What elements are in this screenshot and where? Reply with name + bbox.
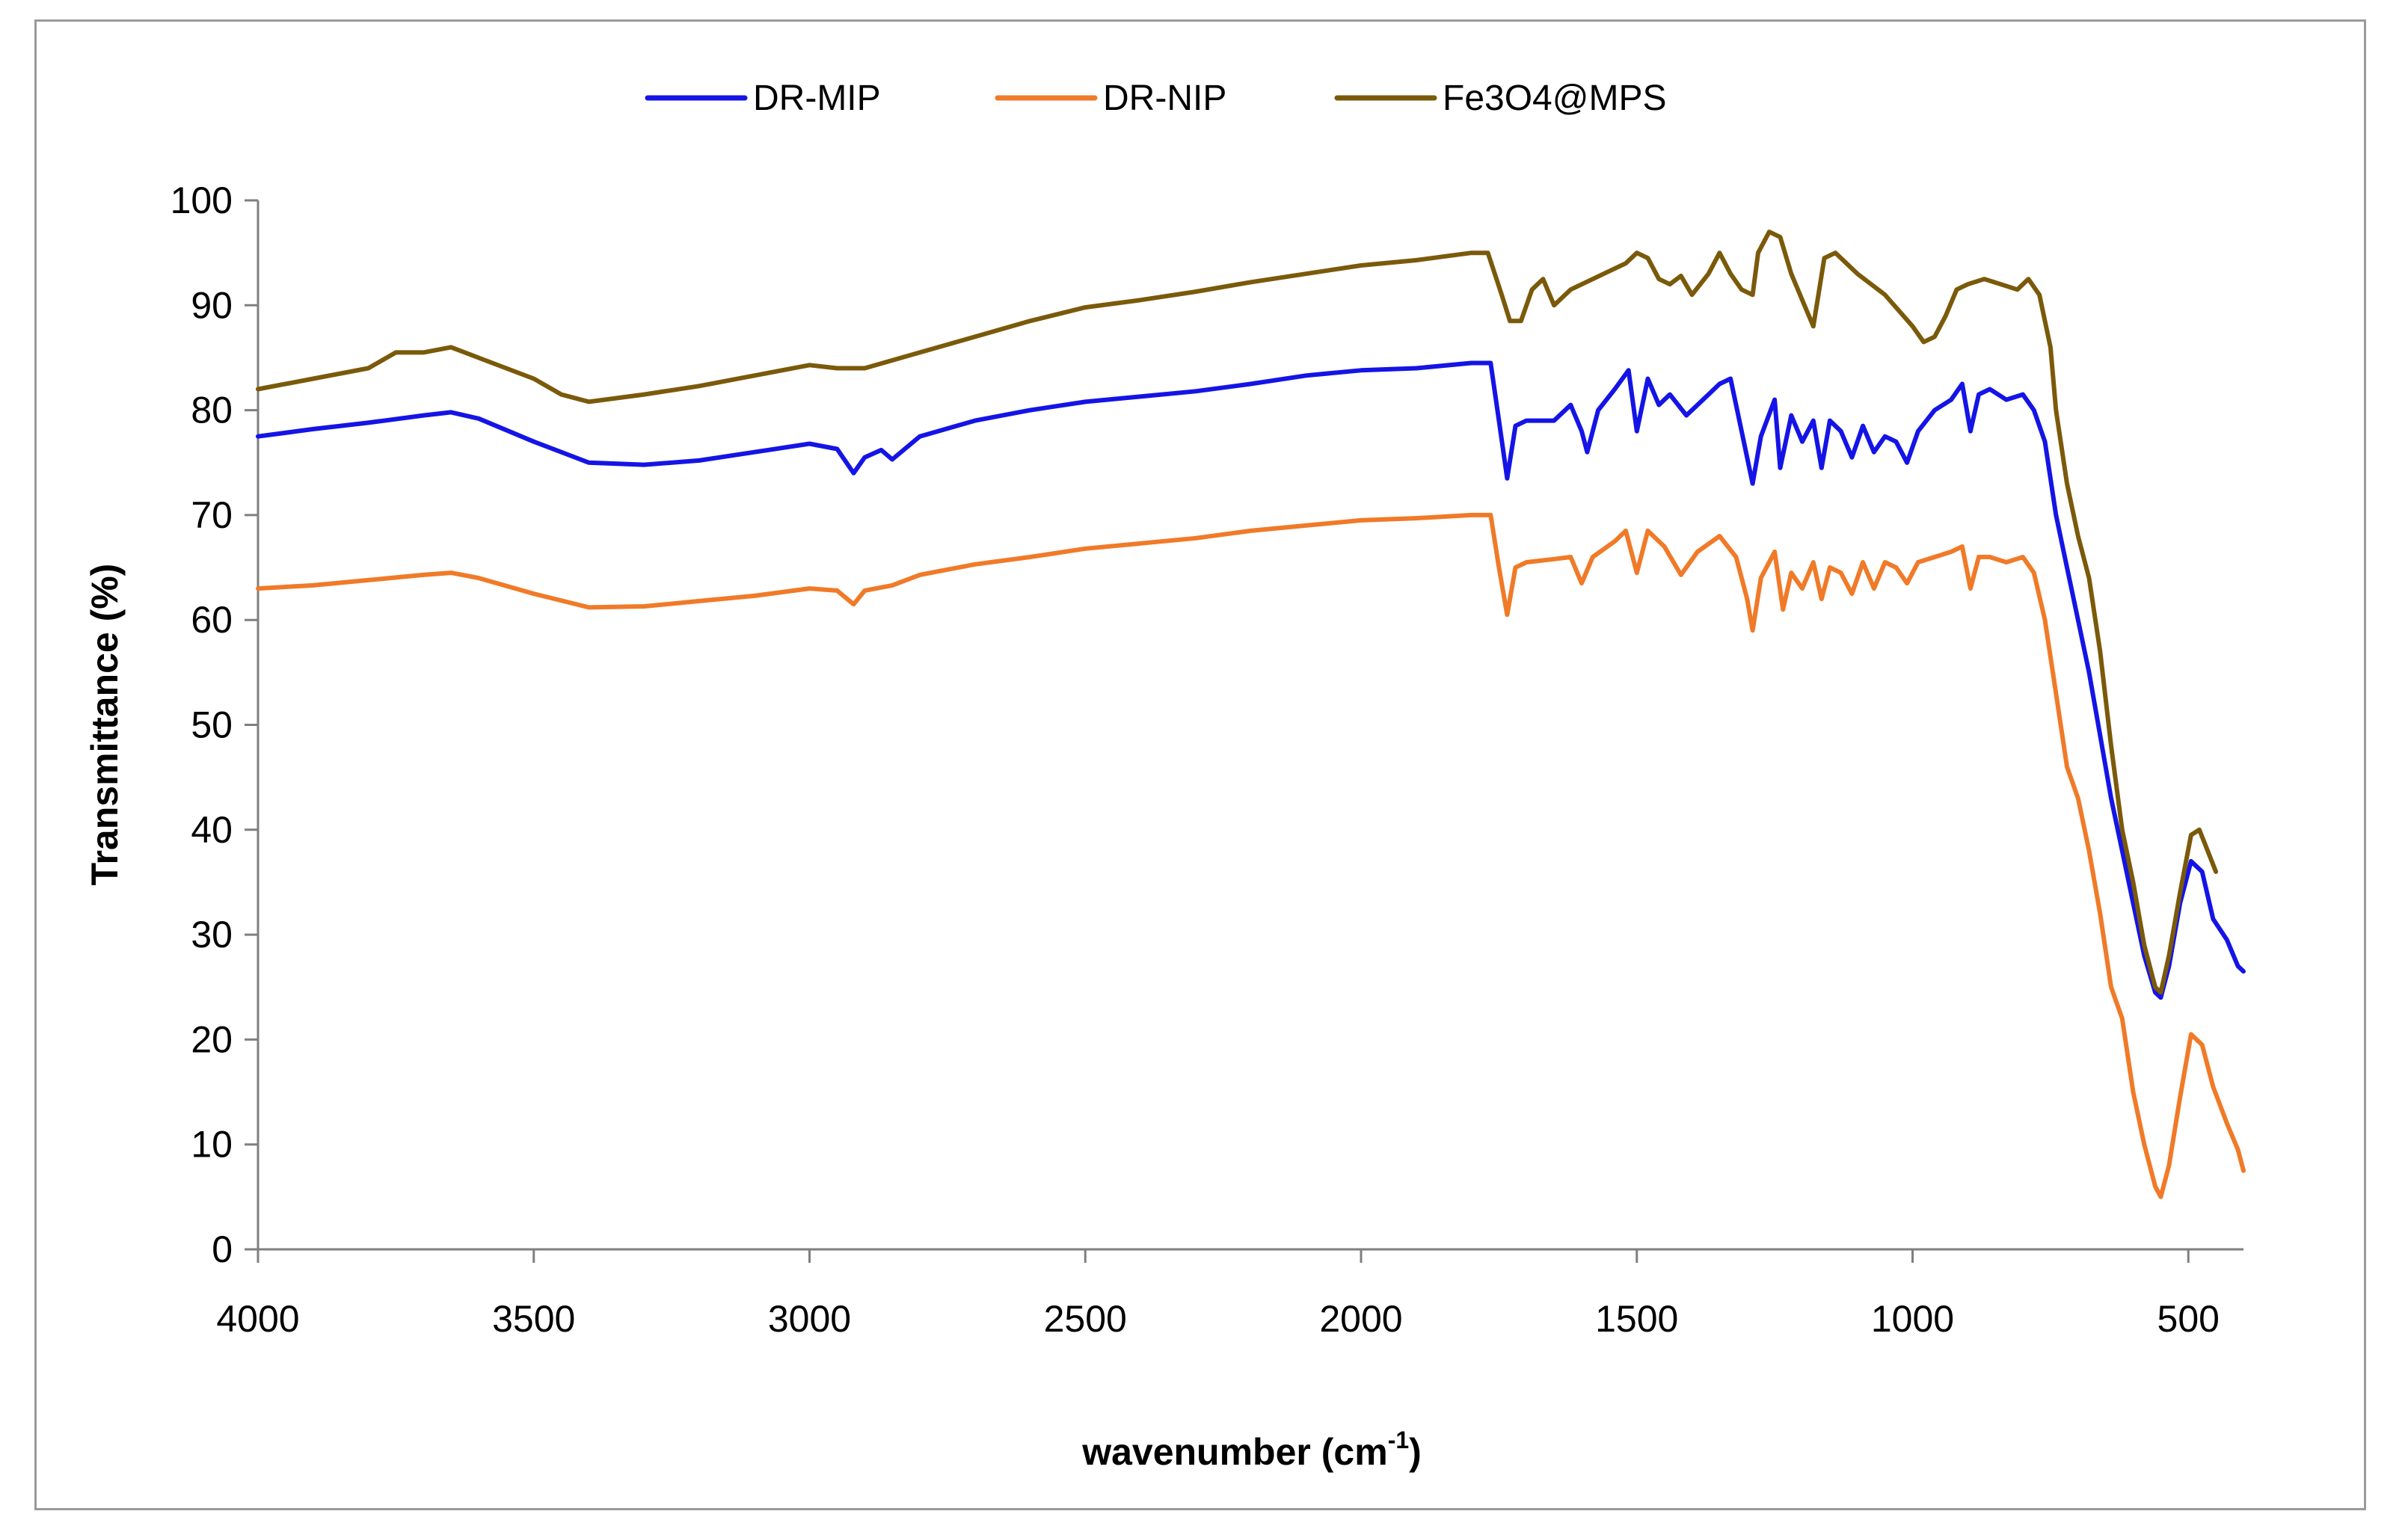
- y-tick-label-40: 40: [191, 809, 233, 851]
- legend-label-dr-nip: DR-NIP: [1103, 79, 1226, 118]
- y-tick-label-100: 100: [171, 179, 233, 221]
- x-ticks: 4000 3500 3000 2500 2000 1500 1000 500: [216, 1249, 2220, 1340]
- y-tick-label-70: 70: [191, 494, 233, 536]
- y-tick-label-60: 60: [191, 599, 233, 641]
- x-tick-label-1000: 1000: [1871, 1298, 1954, 1340]
- y-tick-label-20: 20: [191, 1018, 233, 1060]
- x-axis-title-sup: -1: [1388, 1427, 1409, 1453]
- x-tick-label-3000: 3000: [768, 1298, 851, 1340]
- x-axis-title-main: wavenumber (cm: [1081, 1431, 1387, 1473]
- x-tick-label-3500: 3500: [492, 1298, 575, 1340]
- y-tick-label-50: 50: [191, 704, 233, 746]
- x-tick-label-2000: 2000: [1319, 1298, 1402, 1340]
- chart-svg: DR-MIP DR-NIP Fe3O4@MPS 0 10 20 30 40 50 60 70 8…: [84, 79, 2246, 1473]
- x-tick-label-2500: 2500: [1044, 1298, 1127, 1340]
- x-axis-title-close: ): [1409, 1431, 1422, 1473]
- series-layer: [256, 230, 2246, 1199]
- legend: DR-MIP DR-NIP Fe3O4@MPS: [645, 79, 1666, 118]
- x-axis-title: wavenumber (cm-1): [1081, 1427, 1422, 1473]
- legend-label-fe3o4-mps: Fe3O4@MPS: [1443, 79, 1666, 118]
- y-tick-label-30: 30: [191, 914, 233, 956]
- series-line-dr-nip: [256, 512, 2246, 1199]
- x-tick-label-4000: 4000: [216, 1298, 299, 1340]
- y-ticks: 0 10 20 30 40 50 60 70 80 90 100: [171, 179, 258, 1270]
- y-tick-label-80: 80: [191, 390, 233, 431]
- series-line-fe3o4-mps: [256, 230, 2219, 995]
- chart-frame: DR-MIP DR-NIP Fe3O4@MPS 0 10 20 30 40 50 60 70 8…: [34, 19, 2366, 1510]
- series-line-dr-mip: [256, 360, 2246, 1000]
- legend-label-dr-mip: DR-MIP: [753, 79, 881, 118]
- y-tick-label-0: 0: [212, 1228, 233, 1270]
- y-tick-label-90: 90: [191, 284, 233, 326]
- x-tick-label-500: 500: [2157, 1298, 2220, 1340]
- y-tick-label-10: 10: [191, 1124, 233, 1166]
- x-tick-label-1500: 1500: [1595, 1298, 1678, 1340]
- y-axis-title: Transmittance (%): [84, 564, 126, 886]
